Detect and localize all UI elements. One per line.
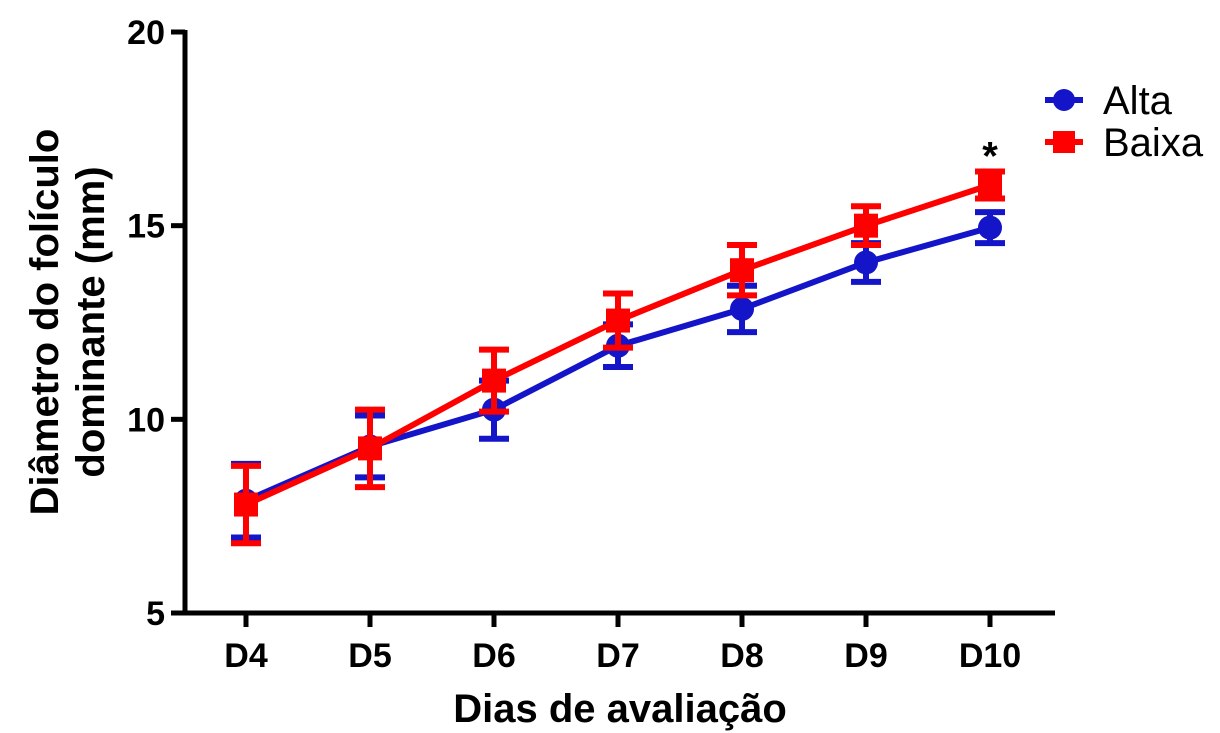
x-tick-label-d5: D5: [348, 637, 391, 675]
point-baixa-d9: [854, 213, 878, 238]
point-baixa-d6: [482, 368, 506, 393]
point-baixa-d10: [978, 172, 1002, 197]
y-axis-title-line-2: dominante (mm): [69, 166, 113, 477]
y-tick-label-10: 10: [127, 401, 165, 439]
y-tick-label-20: 20: [127, 14, 165, 52]
legend-marker-baixa: [1053, 131, 1075, 153]
point-alta-d9: [854, 250, 878, 275]
plot-area: *: [231, 134, 1005, 547]
point-baixa-d4: [234, 492, 258, 517]
x-ticks: D4 D5 D6 D7 D8 D9 D10: [224, 613, 1021, 675]
point-baixa-d5: [358, 436, 382, 461]
y-ticks: 5 10 15 20: [127, 14, 185, 633]
series-alta: [231, 209, 1005, 541]
legend-marker-alta: [1053, 89, 1075, 111]
y-tick-label-15: 15: [127, 208, 165, 246]
y-axis-title: Diâmetro do folículo dominante (mm): [23, 129, 113, 516]
significance-annotation-d10: *: [982, 134, 998, 178]
x-tick-label-d4: D4: [224, 637, 268, 675]
series-baixa: [231, 168, 1005, 547]
point-alta-d10: [978, 215, 1002, 240]
y-tick-label-5: 5: [146, 595, 165, 633]
point-alta-d8: [730, 296, 754, 321]
x-tick-label-d10: D10: [959, 637, 1021, 675]
x-tick-label-d8: D8: [720, 637, 763, 675]
x-tick-label-d6: D6: [472, 637, 515, 675]
point-baixa-d8: [730, 258, 754, 283]
point-baixa-d7: [606, 308, 630, 333]
y-axis-title-line-1: Diâmetro do folículo: [23, 129, 67, 516]
x-axis-title: Dias de avaliação: [453, 687, 787, 731]
legend-label-alta: Alta: [1103, 79, 1173, 123]
x-tick-label-d7: D7: [596, 637, 639, 675]
legend: Alta Baixa: [1045, 79, 1204, 165]
x-tick-label-d9: D9: [844, 637, 887, 675]
legend-label-baixa: Baixa: [1103, 121, 1204, 165]
legend-item-alta: Alta: [1045, 79, 1173, 123]
legend-item-baixa: Baixa: [1045, 121, 1204, 165]
